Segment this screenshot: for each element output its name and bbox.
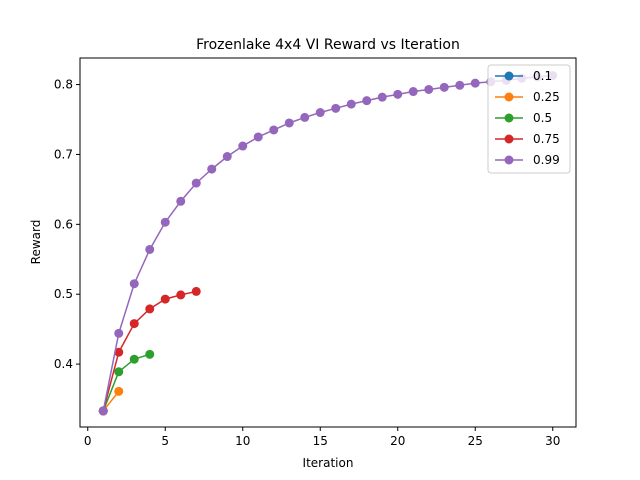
- x-tick-label: 10: [235, 434, 250, 448]
- data-point: [145, 244, 155, 254]
- data-point: [238, 141, 248, 151]
- x-tick-label: 5: [161, 434, 169, 448]
- legend-frame: [487, 64, 571, 174]
- data-point: [470, 78, 480, 88]
- data-point: [315, 108, 325, 118]
- data-point: [408, 87, 418, 97]
- y-tick-label: 0.7: [54, 147, 73, 161]
- legend-marker: [504, 113, 514, 123]
- data-point: [439, 82, 449, 92]
- data-point: [346, 99, 356, 109]
- data-point: [176, 290, 186, 300]
- y-axis-label: Reward: [29, 220, 43, 265]
- chart-title: Frozenlake 4x4 VI Reward vs Iteration: [196, 37, 460, 53]
- x-tick-label: 20: [390, 434, 405, 448]
- data-point: [393, 89, 403, 99]
- y-tick-label: 0.5: [54, 287, 73, 301]
- series-line: [102, 353, 150, 412]
- data-point: [145, 349, 155, 359]
- y-tick-label: 0.4: [54, 357, 73, 371]
- legend-label: 0.99: [533, 153, 560, 167]
- legend-item: 0.25: [495, 90, 560, 104]
- legend-marker: [504, 92, 514, 102]
- data-point: [377, 92, 387, 102]
- data-point: [114, 367, 124, 377]
- data-point: [300, 112, 310, 122]
- legend-item: 0.75: [495, 132, 560, 146]
- legend-marker: [504, 71, 514, 81]
- legend-item: 0.1: [495, 69, 552, 83]
- legend: 0.1 0.25 0.5 0.75 0.99: [487, 64, 571, 174]
- data-point: [253, 132, 263, 142]
- data-point: [191, 178, 201, 188]
- y-tick-label: 0.8: [54, 78, 73, 92]
- y-tick-label: 0.6: [54, 217, 73, 231]
- data-point: [129, 319, 139, 329]
- data-point: [424, 84, 434, 94]
- data-point: [98, 406, 108, 416]
- legend-label: 0.25: [533, 90, 560, 104]
- data-point: [160, 294, 170, 304]
- data-point: [455, 80, 465, 90]
- legend-label: 0.5: [533, 111, 552, 125]
- x-tick-label: 25: [468, 434, 483, 448]
- data-point: [114, 386, 124, 396]
- data-point: [114, 347, 124, 357]
- data-point: [114, 328, 124, 338]
- data-point: [176, 196, 186, 206]
- legend-item: 0.5: [495, 111, 552, 125]
- data-point: [129, 354, 139, 364]
- plot-frame: [79, 57, 577, 428]
- data-point: [207, 164, 217, 174]
- data-point: [331, 103, 341, 113]
- data-point: [160, 217, 170, 227]
- data-point: [191, 286, 201, 296]
- x-axis-label: Iteration: [303, 456, 354, 470]
- data-point: [222, 152, 232, 162]
- y-axis-ticks: 0.4 0.5 0.6 0.7 0.8: [54, 78, 80, 371]
- legend-item: 0.99: [495, 153, 560, 167]
- data-point: [129, 279, 139, 289]
- x-tick-label: 0: [84, 434, 92, 448]
- data-point: [362, 96, 372, 106]
- x-axis-ticks: 0 5 10 15 20 25 30: [84, 427, 560, 448]
- x-tick-label: 15: [313, 434, 328, 448]
- data-point: [145, 304, 155, 314]
- data-point: [269, 125, 279, 135]
- legend-marker: [504, 155, 514, 165]
- data-point: [284, 118, 294, 128]
- legend-label: 0.75: [533, 132, 560, 146]
- legend-marker: [504, 134, 514, 144]
- x-tick-label: 30: [545, 434, 560, 448]
- legend-label: 0.1: [533, 69, 552, 83]
